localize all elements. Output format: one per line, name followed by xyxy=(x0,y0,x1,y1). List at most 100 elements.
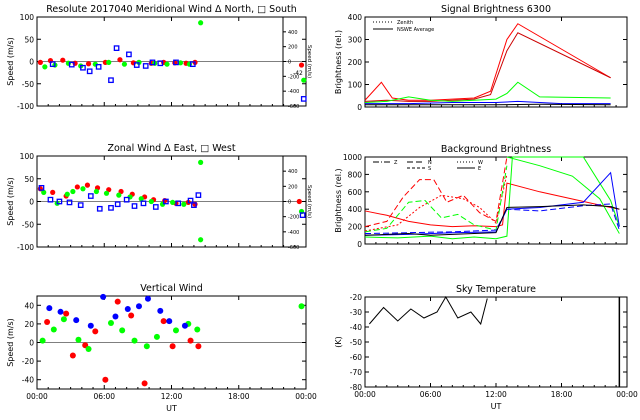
legend-label: W xyxy=(478,160,483,166)
blue-point xyxy=(149,59,156,66)
y-tick-label: 0 xyxy=(357,240,362,249)
green-line xyxy=(364,81,611,103)
y-tick-label: -20 xyxy=(350,293,362,302)
blue-point xyxy=(140,200,147,207)
blue-point xyxy=(131,203,138,209)
green-point xyxy=(39,337,46,344)
red-1-line xyxy=(364,182,620,228)
red-3-line xyxy=(364,174,508,232)
plot-frame xyxy=(364,296,628,388)
blue-point xyxy=(133,62,140,68)
y-tick-label: -20 xyxy=(22,357,34,366)
red-point xyxy=(141,380,148,387)
right-y-tick-label: -200 xyxy=(288,74,299,80)
y-tick-label: -80 xyxy=(350,383,362,392)
green-point xyxy=(131,337,138,344)
blue-point xyxy=(108,205,114,211)
y-tick-label: 600 xyxy=(348,188,363,197)
red-point xyxy=(114,298,121,305)
right-y-tick-label: -600 xyxy=(288,245,299,251)
blue-point xyxy=(49,61,56,68)
blue-point xyxy=(87,193,94,199)
blue-point xyxy=(157,60,164,67)
green-point xyxy=(177,60,184,66)
green-point xyxy=(119,327,126,334)
green-point xyxy=(121,61,128,67)
red-point xyxy=(102,376,109,383)
legend-label: NSWE Average xyxy=(397,27,434,33)
blue-point xyxy=(95,63,102,70)
red-point xyxy=(296,198,302,205)
y-tick-label: 50 xyxy=(24,175,34,184)
chart-title: Resolute 2017040 Meridional Wind Δ North… xyxy=(46,4,297,15)
blue-point xyxy=(299,212,306,218)
red-point xyxy=(169,343,176,350)
y-tick-label: 300 xyxy=(348,36,363,45)
green-point xyxy=(85,346,92,353)
y-tick-label: -40 xyxy=(350,323,362,332)
red-point xyxy=(37,59,43,65)
right-y-tick-label: -200 xyxy=(288,215,299,221)
x-axis-label: UT xyxy=(491,402,502,411)
y-tick-label: -50 xyxy=(350,338,362,347)
green-3-line xyxy=(506,156,620,234)
blue-point xyxy=(195,192,202,198)
right-y-tick-label: 400 xyxy=(288,30,298,36)
blue-point xyxy=(113,45,120,52)
y-tick-label: 0 xyxy=(29,339,34,348)
blue-point xyxy=(100,293,107,300)
chart-title: Background Brightness xyxy=(441,144,551,155)
sky-temperature-panel: Sky Temperature 00:00 06:00 12:00 18:00 00:00… xyxy=(334,284,638,411)
legend-label: N xyxy=(428,160,432,166)
x-tick-label: 12:00 xyxy=(161,392,183,401)
red-point xyxy=(84,182,91,188)
blue-point xyxy=(166,318,173,325)
green-2-line xyxy=(364,165,508,233)
y-tick-label: 400 xyxy=(348,205,363,214)
green-point xyxy=(107,319,114,326)
chart-title: Vertical Wind xyxy=(140,283,202,294)
y-tick-label: -50 xyxy=(22,80,34,89)
blue-point xyxy=(142,63,149,69)
y-tick-label: 1000 xyxy=(343,153,362,162)
red-a-line xyxy=(364,23,611,101)
green-point xyxy=(172,327,179,334)
y-tick-label: 100 xyxy=(20,13,35,22)
x-tick-label: 18:00 xyxy=(551,390,573,399)
x-tick-label: 06:00 xyxy=(420,390,442,399)
green-point xyxy=(143,343,150,350)
chart-title: Zonal Wind Δ East, □ West xyxy=(107,143,235,154)
blue-point xyxy=(144,295,151,302)
blue-point xyxy=(68,61,75,68)
green-point xyxy=(170,199,176,206)
blue-point xyxy=(56,198,63,205)
red-point xyxy=(44,319,51,326)
red-point xyxy=(60,57,66,63)
green-point xyxy=(70,188,76,195)
green-point xyxy=(198,237,204,243)
zonal-wind-panel: Zonal Wind Δ East, □ West -100 -50 0 50 100 Sp… xyxy=(6,143,312,252)
red-point xyxy=(92,328,99,335)
blue-point xyxy=(73,317,80,324)
y-axis-label: (K) xyxy=(334,336,343,348)
y-axis-label: Brightness (rel.) xyxy=(334,30,343,94)
legend-label: E xyxy=(478,166,481,172)
x-tick-label: 00:00 xyxy=(354,390,376,399)
blue-point xyxy=(126,51,132,58)
y-tick-label: 200 xyxy=(348,58,363,67)
black-line xyxy=(368,295,488,326)
chart-title: Signal Brightness 6300 xyxy=(441,4,551,15)
red-b-line xyxy=(364,32,611,102)
right-y-axis-label: Speed (m/s) xyxy=(306,45,312,78)
blue-point xyxy=(152,204,159,210)
green-point xyxy=(103,190,110,196)
legend-label: Zenith xyxy=(397,20,413,26)
y-tick-label: 50 xyxy=(24,35,34,44)
blue-point xyxy=(135,303,142,310)
right-y-tick-label: 0 xyxy=(288,200,291,206)
green-1-line xyxy=(364,156,620,240)
y-tick-label: -60 xyxy=(350,353,362,362)
green-point xyxy=(64,191,70,197)
green-point xyxy=(138,196,144,202)
green-point xyxy=(42,64,48,70)
